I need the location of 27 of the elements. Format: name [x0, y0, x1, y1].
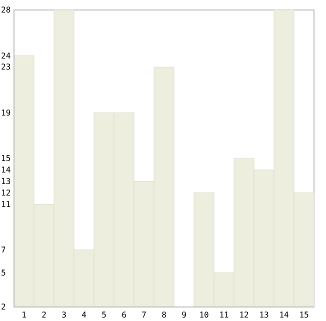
x-tick-label: 5: [102, 310, 107, 320]
y-tick-label: 12: [1, 188, 11, 198]
y-tick-label: 28: [1, 6, 11, 15]
x-tick-label: 1: [22, 310, 27, 320]
x-tick-label: 10: [199, 310, 209, 320]
y-tick-label: 24: [1, 51, 11, 60]
x-tick-label: 12: [239, 310, 249, 320]
y-tick-label: 19: [1, 108, 11, 118]
y-tick-label: 11: [1, 200, 11, 209]
x-tick-label: 6: [122, 310, 127, 320]
x-tick-label: 7: [142, 310, 147, 320]
x-tick-label: 8: [162, 310, 167, 320]
y-tick-label: 13: [1, 176, 11, 186]
x-tick-label: 15: [299, 310, 309, 320]
x-tick-label: 14: [279, 310, 289, 320]
y-tick-label: 5: [1, 268, 6, 278]
x-tick-label: 9: [182, 310, 187, 320]
y-tick-label: 15: [1, 154, 11, 164]
y-tick-label: 23: [1, 62, 11, 72]
x-tick-label: 13: [259, 310, 269, 320]
y-tick-label: 7: [1, 245, 6, 254]
x-tick-label: 4: [82, 310, 87, 320]
x-tick-label: 2: [42, 310, 47, 320]
y-tick-label: 2: [1, 302, 6, 312]
x-tick-label: 11: [219, 310, 229, 320]
x-tick-label: 3: [62, 310, 67, 320]
y-tick-label: 14: [1, 165, 11, 174]
